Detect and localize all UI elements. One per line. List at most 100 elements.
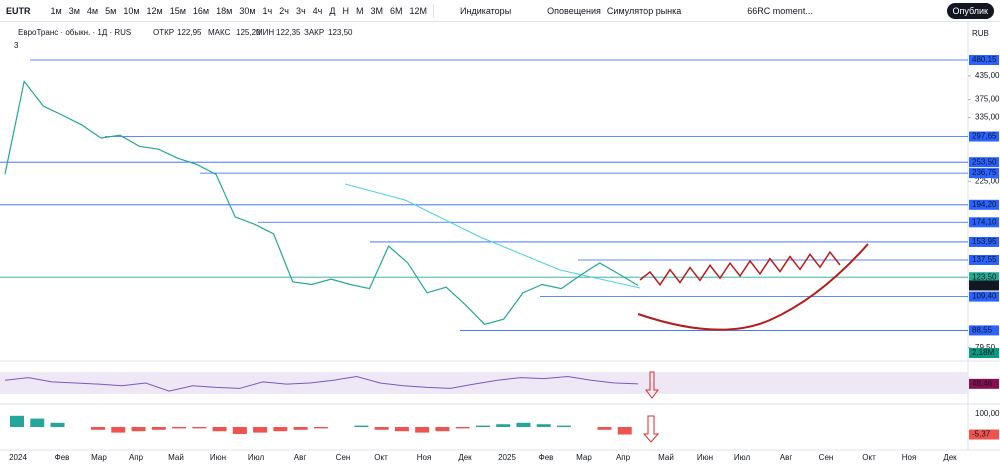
rsi-band xyxy=(0,372,968,394)
interval-button[interactable]: 30м xyxy=(239,5,256,16)
alerts-button[interactable]: Оповещения xyxy=(547,5,601,16)
legend-title: ЕвроТранс · обыкн. · 1Д · RUS xyxy=(18,28,131,37)
level-label: 253,50 xyxy=(972,157,997,166)
indicators-button[interactable]: Индикаторы xyxy=(460,5,512,16)
macd-bar xyxy=(131,427,146,432)
interval-button[interactable]: Н xyxy=(342,5,349,16)
macd-bar xyxy=(151,427,166,430)
level-tag xyxy=(969,55,999,66)
time-label: Май xyxy=(658,453,674,462)
level-tag xyxy=(969,236,999,247)
level-label: 174,10 xyxy=(972,217,997,226)
macd-bar xyxy=(91,427,106,430)
interval-button[interactable]: 4ч xyxy=(312,5,323,16)
interval-button[interactable]: 12м xyxy=(146,5,163,16)
intervals: 1м 3м 4м 5м 10м 12м 15м 16м 18м 30м 1ч 2ч 3ч 4ч Д Н М 3М 6… xyxy=(51,6,428,16)
rsi-tag xyxy=(969,378,999,389)
macd-bar xyxy=(536,424,551,427)
projection-zigzag xyxy=(639,250,841,287)
time-label: Июл xyxy=(734,453,751,462)
simulator-button[interactable]: Симулятор рынка xyxy=(606,5,682,16)
level-label: 123,50 xyxy=(972,272,997,281)
interval-button[interactable]: 2ч xyxy=(279,5,289,16)
arrow xyxy=(645,371,659,399)
time-label: Июл xyxy=(248,453,265,462)
time-label: Авг xyxy=(780,453,793,462)
layout-name[interactable]: 66RC moment... xyxy=(747,5,813,16)
chart-area: ЕвроТранс · обыкн. · 1Д · RUS ОТКР 122,95 М… xyxy=(0,22,1000,462)
interval-button[interactable]: 6М xyxy=(389,5,403,16)
level-label: 88,55 xyxy=(972,326,993,335)
level-tag xyxy=(969,217,999,228)
y-tick-label: 375,00 xyxy=(975,95,1000,104)
projection-curve xyxy=(637,243,869,331)
interval-button[interactable]: 12М xyxy=(409,5,427,16)
interval-button[interactable]: 3М xyxy=(370,5,383,16)
time-label: Ноя xyxy=(417,453,432,462)
time-label: 2024 xyxy=(9,453,27,462)
publish-button[interactable]: Опублик xyxy=(946,2,994,19)
level-tag xyxy=(969,168,999,179)
price-line xyxy=(4,80,639,325)
time-label: Сен xyxy=(336,453,351,462)
interval-button[interactable]: 18м xyxy=(216,5,233,16)
level-label: 236,75 xyxy=(972,168,997,177)
macd-bar xyxy=(496,424,511,427)
macd-bar xyxy=(435,427,450,432)
toolbar: EUTR 1м 3м 4м 5м 10м 12м 15м 16м 18м 30м 1ч 2ч 3ч 4ч Д… xyxy=(0,0,1000,22)
macd-bar xyxy=(232,427,247,434)
last-price-label: 117,28 xyxy=(972,281,996,290)
macd-bar xyxy=(30,418,45,427)
level-label: 153,95 xyxy=(972,237,997,246)
time-label: Мар xyxy=(576,453,592,462)
time-label: 2025 xyxy=(498,453,516,462)
ma-line xyxy=(344,183,641,289)
legend-value: 123,50 xyxy=(328,28,353,37)
interval-button[interactable]: 3м xyxy=(68,5,80,16)
last-price-tag xyxy=(969,280,999,291)
symbol[interactable]: EUTR xyxy=(6,5,31,16)
level-label: 297,65 xyxy=(972,132,997,141)
time-label: Апр xyxy=(129,453,144,462)
legend-count: 3 xyxy=(14,41,19,50)
interval-button[interactable]: М xyxy=(355,5,364,16)
level-label: 109,40 xyxy=(972,292,997,301)
time-label: Июн xyxy=(210,453,226,462)
time-label: Окт xyxy=(862,453,876,462)
volume-label: 2,18M xyxy=(972,348,995,357)
macd-bar xyxy=(111,427,126,433)
interval-button[interactable]: 5м xyxy=(105,5,117,16)
interval-button[interactable]: 1ч xyxy=(262,5,273,16)
time-label: Дек xyxy=(458,453,472,462)
macd-bar xyxy=(455,427,470,429)
time-label: Ноя xyxy=(902,453,917,462)
time-label: Фев xyxy=(539,453,554,462)
legend-value: 122,35 xyxy=(276,28,301,37)
macd-bar xyxy=(212,427,227,432)
macd-bar xyxy=(597,427,612,430)
y-tick-label: 335,00 xyxy=(975,113,1000,122)
level-tag xyxy=(969,157,999,168)
macd-bar xyxy=(10,415,24,427)
level-label: 194,20 xyxy=(972,200,997,209)
level-tag xyxy=(969,325,999,336)
level-tag xyxy=(969,199,999,210)
interval-button[interactable]: 1м xyxy=(50,5,62,16)
legend-value: 125,20 xyxy=(236,28,261,37)
currency: RUB xyxy=(972,29,989,38)
interval-button[interactable]: 16м xyxy=(192,5,210,16)
interval-button[interactable]: 3ч xyxy=(295,5,306,16)
interval-button[interactable]: 15м xyxy=(169,5,186,16)
macd-bar xyxy=(313,427,328,429)
macd-bar xyxy=(293,427,308,430)
interval-button[interactable]: 4м xyxy=(86,5,99,16)
legend-label: ЗАКР xyxy=(304,28,324,37)
time-label: Июн xyxy=(697,453,713,462)
legend-label: ОТКР xyxy=(153,28,174,37)
macd-bar xyxy=(516,422,531,427)
legend-label: МАКС xyxy=(208,28,231,37)
interval-button[interactable]: Д xyxy=(329,5,336,16)
interval-button[interactable]: 10м xyxy=(123,5,140,16)
macd-bar xyxy=(273,427,288,432)
macd-bar xyxy=(172,427,187,429)
